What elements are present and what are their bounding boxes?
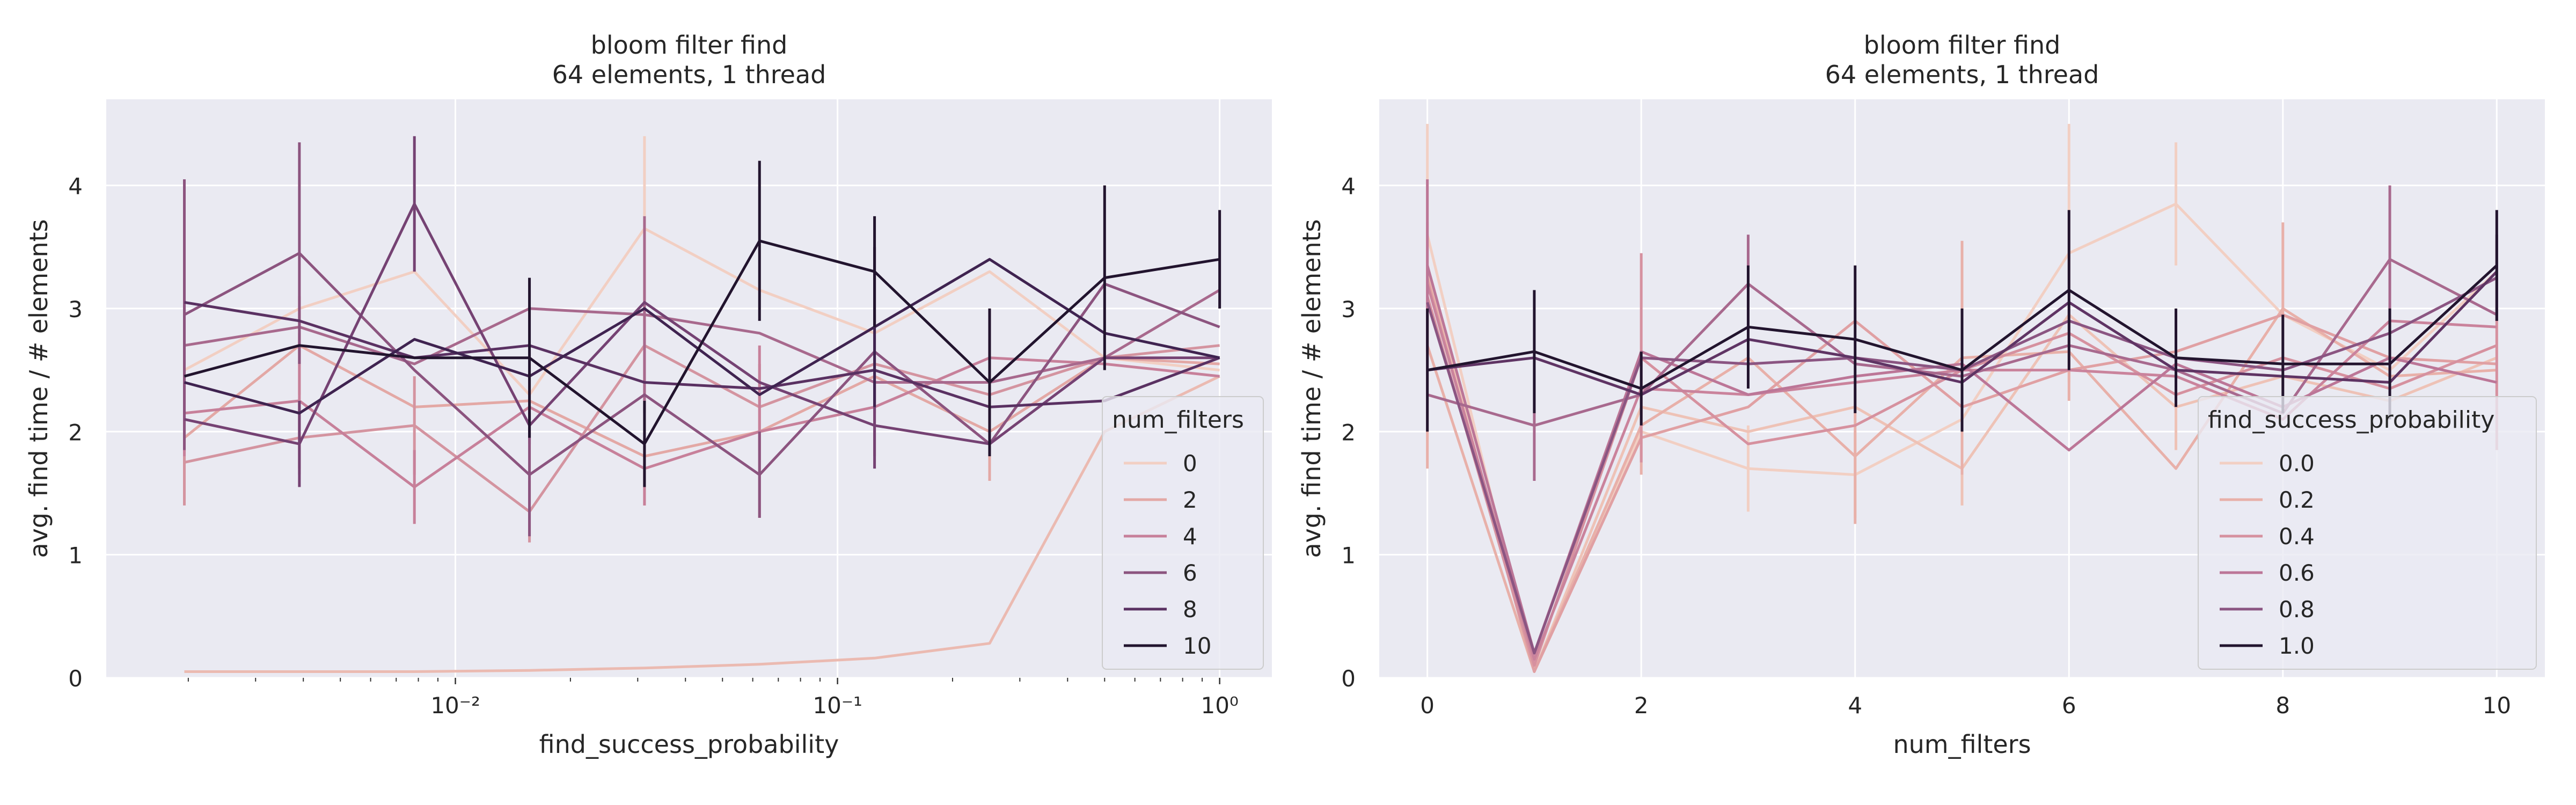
y-tick-label: 3 — [68, 296, 83, 323]
series-line — [184, 252, 1220, 477]
series-line — [184, 258, 1220, 415]
axes: 0 1 2 3 4 10⁻² 10⁻¹ 10⁰ — [68, 173, 1239, 719]
legend-label: 0.6 — [2279, 560, 2315, 586]
y-axis-label: avg. find time / # elements — [24, 219, 53, 558]
x-tick-label: 10⁻¹ — [813, 692, 862, 719]
legend-item: 1.0 — [2220, 633, 2315, 659]
legend-label: 2 — [1183, 487, 1197, 513]
series-line — [184, 356, 1220, 488]
series-8 — [184, 301, 1220, 408]
series-10 — [184, 160, 1221, 487]
y-tick-label: 2 — [68, 419, 83, 445]
legend-label: 1.0 — [2279, 633, 2315, 659]
chart-subtitle: 64 elements, 1 thread — [1825, 60, 2099, 89]
y-axis-label: avg. find time / # elements — [1297, 219, 1326, 558]
legend: find_success_probability 0.0 0.2 0.4 0.6 0.8… — [2198, 396, 2537, 670]
legend-items: 0 2 4 6 8 10 — [1124, 450, 1211, 659]
axes: 0 1 2 3 4 0 2 4 6 8 10 — [1341, 173, 2511, 719]
legend: num_filters 0 2 4 6 8 10 — [1102, 396, 1264, 670]
y-tick-label: 2 — [1341, 419, 1356, 445]
legend-item: 0.0 — [2220, 450, 2315, 477]
chart-left: 0 1 2 3 4 10⁻² 10⁻¹ 10⁰ bloom filter find 64 el… — [24, 31, 1272, 759]
legend-item: 0.8 — [2220, 596, 2315, 623]
x-tick-label: 10⁻² — [430, 692, 480, 719]
legend-title: num_filters — [1112, 406, 1244, 434]
legend-label: 8 — [1183, 596, 1197, 623]
x-tick-label: 2 — [1634, 692, 1649, 719]
y-tick-label: 0 — [1341, 665, 1356, 692]
series-1 — [184, 375, 1220, 673]
legend-label: 0 — [1183, 450, 1197, 477]
legend-item: 8 — [1124, 596, 1197, 623]
series-line — [184, 239, 1220, 445]
legend-label: 4 — [1183, 523, 1197, 550]
legend-item: 10 — [1124, 633, 1211, 659]
legend-item: 0.2 — [2220, 487, 2315, 513]
y-tick-label: 0 — [68, 665, 83, 692]
legend-item: 6 — [1124, 560, 1197, 586]
legend-label: 0.8 — [2279, 596, 2315, 623]
x-tick-label: 6 — [2062, 692, 2076, 719]
series-layer — [1426, 123, 2498, 673]
x-axis-label: num_filters — [1893, 730, 2031, 759]
x-axis-label: find_success_probability — [539, 730, 839, 759]
series-line — [184, 289, 1220, 384]
legend-item: 0 — [1124, 450, 1197, 477]
legend-label: 0.2 — [2279, 487, 2315, 513]
legend-box — [2198, 396, 2537, 670]
legend-label: 0.0 — [2279, 450, 2315, 477]
legend-item: 4 — [1124, 523, 1197, 550]
series-layer — [183, 136, 1221, 673]
y-tick-label: 4 — [68, 173, 83, 200]
series-line — [184, 301, 1220, 408]
legend-items: 0.0 0.2 0.4 0.6 0.8 1.0 — [2220, 450, 2315, 659]
series-line — [184, 375, 1220, 673]
x-tick-label: 4 — [1848, 692, 1862, 719]
legend-item: 0.6 — [2220, 560, 2315, 586]
series-line — [184, 344, 1220, 513]
legend-title: find_success_probability — [2208, 406, 2494, 434]
x-tick-label: 8 — [2275, 692, 2290, 719]
series-6 — [183, 142, 1220, 537]
legend-box — [1102, 396, 1264, 670]
x-tick-label: 0 — [1420, 692, 1435, 719]
legend-item: 0.4 — [2220, 523, 2315, 550]
y-tick-label: 4 — [1341, 173, 1356, 200]
y-tick-label: 1 — [68, 543, 83, 569]
chart-title: bloom filter find — [591, 31, 788, 60]
chart-right: 0 1 2 3 4 0 2 4 6 8 10 bloom filter find 64 elemen… — [1297, 31, 2545, 759]
x-tick-label: 10 — [2483, 692, 2511, 719]
y-tick-label: 3 — [1341, 296, 1356, 323]
legend-item: 2 — [1124, 487, 1197, 513]
x-tick-label: 10⁰ — [1201, 692, 1239, 719]
series-line — [184, 227, 1220, 396]
legend-label: 0.4 — [2279, 523, 2315, 550]
chart-subtitle: 64 elements, 1 thread — [552, 60, 826, 89]
legend-label: 6 — [1183, 560, 1197, 586]
y-tick-label: 1 — [1341, 543, 1356, 569]
legend-label: 10 — [1183, 633, 1211, 659]
chart-title: bloom filter find — [1864, 31, 2061, 60]
